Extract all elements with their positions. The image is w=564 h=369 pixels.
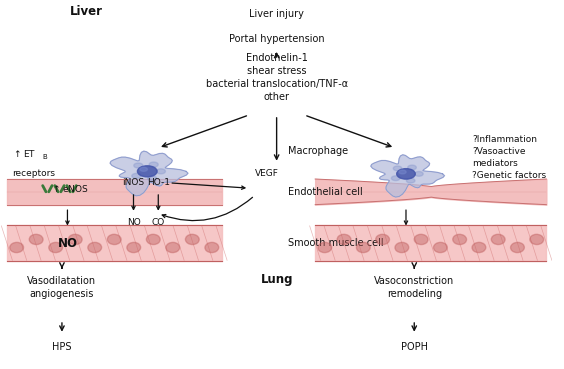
Text: Endothelial cell: Endothelial cell — [288, 187, 363, 197]
Ellipse shape — [337, 234, 351, 245]
Text: NO: NO — [58, 237, 77, 249]
Ellipse shape — [415, 172, 423, 176]
Text: HO-1: HO-1 — [147, 178, 170, 187]
Ellipse shape — [434, 242, 447, 253]
Ellipse shape — [318, 242, 332, 253]
Text: CO: CO — [152, 218, 165, 227]
Ellipse shape — [453, 234, 466, 245]
Ellipse shape — [10, 242, 24, 253]
Ellipse shape — [472, 242, 486, 253]
Ellipse shape — [205, 242, 219, 253]
Text: POPH: POPH — [401, 342, 428, 352]
Text: Lung: Lung — [261, 273, 293, 286]
Text: Liver injury: Liver injury — [249, 9, 304, 19]
Ellipse shape — [530, 234, 544, 245]
Ellipse shape — [140, 167, 147, 171]
Ellipse shape — [408, 165, 416, 170]
Ellipse shape — [138, 166, 157, 177]
Ellipse shape — [29, 234, 43, 245]
Ellipse shape — [134, 163, 143, 168]
Text: $\uparrow$eNOS: $\uparrow$eNOS — [51, 183, 89, 194]
Text: Liver: Liver — [70, 5, 103, 18]
Text: Portal hypertension: Portal hypertension — [229, 34, 324, 44]
Ellipse shape — [49, 242, 63, 253]
Ellipse shape — [376, 234, 390, 245]
Ellipse shape — [166, 242, 180, 253]
Ellipse shape — [391, 176, 400, 180]
Ellipse shape — [396, 169, 415, 179]
Text: ?Inflammation
?Vasoactive
mediators
?Genetic factors: ?Inflammation ?Vasoactive mediators ?Gen… — [472, 135, 546, 180]
Ellipse shape — [356, 242, 370, 253]
Ellipse shape — [156, 169, 165, 174]
Ellipse shape — [393, 166, 402, 171]
Polygon shape — [110, 151, 188, 196]
Text: NO: NO — [127, 218, 140, 227]
Ellipse shape — [399, 170, 406, 174]
Ellipse shape — [186, 234, 199, 245]
Text: $\uparrow$ET: $\uparrow$ET — [12, 148, 37, 159]
Polygon shape — [371, 155, 444, 197]
Ellipse shape — [407, 178, 415, 183]
Ellipse shape — [147, 234, 160, 245]
Ellipse shape — [88, 242, 102, 253]
Ellipse shape — [510, 242, 525, 253]
Text: receptors: receptors — [12, 169, 55, 178]
Ellipse shape — [127, 242, 140, 253]
Ellipse shape — [491, 234, 505, 245]
Text: B: B — [43, 154, 47, 160]
Ellipse shape — [132, 173, 141, 179]
Text: Macrophage: Macrophage — [288, 146, 348, 156]
Text: Endothelin-1
shear stress
bacterial translocation/TNF-α
other: Endothelin-1 shear stress bacterial tran… — [205, 53, 347, 102]
Ellipse shape — [68, 234, 82, 245]
Text: HPS: HPS — [52, 342, 72, 352]
Text: Smooth muscle cell: Smooth muscle cell — [288, 238, 384, 248]
Ellipse shape — [148, 176, 157, 181]
Ellipse shape — [149, 162, 158, 167]
Text: Vasoconstriction
remodeling: Vasoconstriction remodeling — [374, 276, 455, 299]
Text: iNOS: iNOS — [122, 178, 144, 187]
Ellipse shape — [395, 242, 409, 253]
Ellipse shape — [107, 234, 121, 245]
Ellipse shape — [414, 234, 428, 245]
Text: VEGF: VEGF — [254, 169, 279, 178]
Text: Vasodilatation
angiogenesis: Vasodilatation angiogenesis — [28, 276, 96, 299]
